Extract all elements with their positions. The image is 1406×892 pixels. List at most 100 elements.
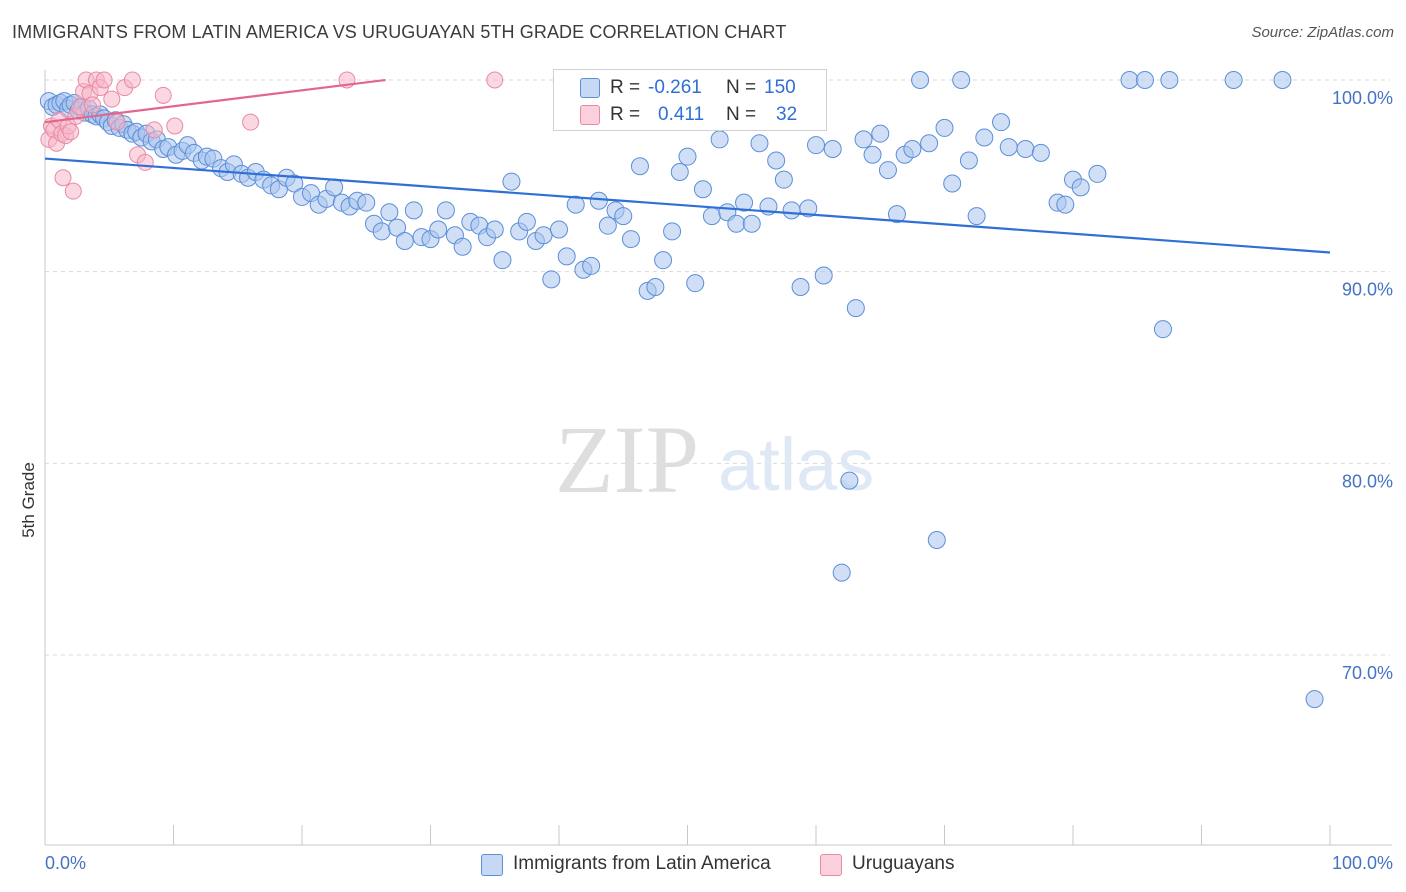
legend-swatch-pink [820, 854, 842, 876]
legend-n-value: 150 [764, 77, 796, 98]
data-point [517, 212, 536, 231]
y-axis-label: 5th Grade [19, 462, 38, 538]
data-point [630, 157, 649, 176]
data-point [154, 86, 172, 104]
data-point [1135, 71, 1154, 89]
data-point [485, 220, 504, 239]
data-point [598, 216, 617, 235]
data-point [878, 161, 897, 180]
data-point [1088, 164, 1107, 183]
data-point [621, 230, 640, 249]
data-point [534, 226, 553, 245]
series-latin-america-points [39, 71, 1324, 709]
y-tick-label: 80.0% [1342, 471, 1393, 491]
data-point [1305, 690, 1324, 709]
data-point [911, 71, 930, 89]
data-point [566, 195, 585, 214]
data-point [670, 163, 689, 181]
data-point [453, 237, 472, 256]
legend-n-label: N = [726, 77, 757, 98]
data-point [832, 563, 851, 582]
data-point [807, 136, 825, 155]
data-point [663, 222, 682, 241]
legend-item-label: Immigrants from Latin America [513, 853, 771, 874]
data-point [429, 220, 448, 239]
data-point [436, 201, 455, 220]
data-point [1071, 178, 1090, 197]
data-point [959, 151, 978, 170]
data-point [54, 169, 72, 187]
y-tick-label: 70.0% [1342, 663, 1393, 683]
data-point [1273, 71, 1292, 89]
data-point [1153, 320, 1172, 339]
legend-r-value: -0.261 [648, 77, 702, 98]
data-point [103, 90, 121, 108]
tick-labels: 70.0% 80.0% 90.0% 100.0% 0.0% 100.0% [45, 88, 1393, 873]
data-point [823, 140, 842, 158]
data-point [502, 172, 521, 191]
watermark-atlas: atlas [718, 423, 874, 506]
data-point [404, 201, 423, 220]
data-point [975, 128, 994, 147]
trend-line-latin-america [44, 157, 1331, 254]
data-point [750, 134, 769, 153]
trend-line-uruguayans [44, 78, 386, 124]
data-point [242, 113, 260, 131]
data-point [550, 220, 568, 239]
data-point [145, 121, 163, 139]
data-point [686, 274, 705, 293]
data-point [1120, 71, 1139, 89]
data-point [693, 180, 712, 199]
data-point [767, 151, 786, 170]
data-point [814, 266, 833, 285]
data-point [863, 145, 882, 164]
data-point [887, 205, 906, 224]
chart-title: IMMIGRANTS FROM LATIN AMERICA VS URUGUAY… [12, 22, 787, 42]
data-point [62, 123, 80, 141]
data-point [727, 214, 746, 233]
data-point [486, 71, 504, 89]
data-point [854, 130, 873, 149]
data-point [1160, 71, 1179, 89]
data-point [967, 207, 986, 226]
x-tick-label: 100.0% [1332, 853, 1393, 873]
data-point [388, 218, 407, 237]
data-point [799, 199, 818, 218]
axes [44, 70, 1392, 846]
data-point [136, 153, 154, 171]
data-point [702, 207, 721, 226]
data-point [1056, 195, 1075, 214]
data-point [84, 96, 102, 114]
data-point [166, 117, 184, 135]
y-tick-label: 100.0% [1332, 88, 1393, 108]
data-point [589, 191, 608, 210]
x-tick-label: 0.0% [45, 853, 86, 873]
series-legend: Immigrants from Latin America Uruguayans [0, 852, 1406, 878]
legend-r-value: 0.411 [658, 104, 705, 125]
data-point [372, 222, 391, 241]
legend-swatch-pink [580, 105, 600, 125]
data-point [95, 71, 113, 89]
data-point [1031, 143, 1050, 162]
legend-n-value: 32 [776, 104, 798, 125]
trend-lines [44, 78, 1331, 254]
data-point [614, 207, 633, 226]
legend-row-latin-america: R = -0.261 N = 150 [554, 75, 826, 101]
data-point [840, 471, 859, 490]
data-point [108, 113, 126, 131]
data-point [64, 182, 82, 200]
source-label: Source: ZipAtlas.com [1251, 24, 1394, 41]
data-point [846, 299, 865, 318]
legend-row-uruguayans: R = 0.411 N = 32 [554, 102, 826, 128]
data-point [646, 278, 665, 296]
legend-swatch-blue [580, 78, 600, 98]
data-point [782, 201, 801, 220]
data-point [493, 251, 512, 270]
legend-n-label: N = [726, 104, 757, 125]
data-point [1016, 140, 1035, 158]
data-point [395, 232, 414, 250]
data-point [582, 256, 601, 275]
data-point [920, 134, 939, 153]
y-tick-label: 90.0% [1342, 280, 1393, 300]
